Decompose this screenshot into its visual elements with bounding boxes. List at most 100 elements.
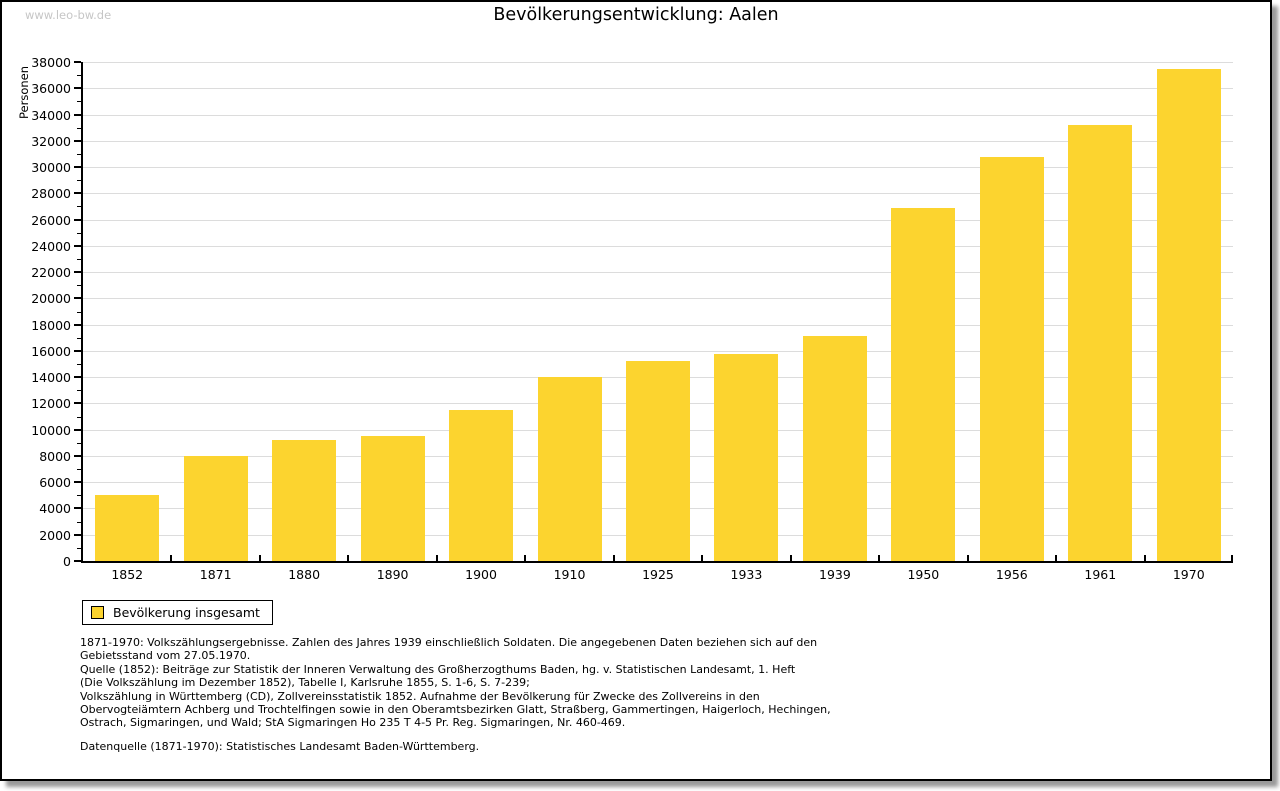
footnote-line: Ostrach, Sigmaringen, und Wald; StA Sigm…	[80, 716, 626, 730]
x-tick-label: 1900	[465, 567, 497, 582]
y-major-tick	[74, 560, 81, 562]
bar-1910	[537, 377, 602, 561]
bar-1900	[449, 410, 514, 561]
y-minor-tick	[77, 101, 81, 103]
y-tick-label: 38000	[31, 55, 71, 70]
y-major-tick	[74, 297, 81, 300]
legend-box: Bevölkerung insgesamt	[82, 600, 273, 625]
y-major-tick	[74, 454, 81, 457]
x-boundary-tick	[1143, 555, 1146, 561]
x-tick-label: 1939	[819, 567, 851, 582]
x-tick-label: 1890	[376, 567, 409, 582]
gridline	[83, 219, 1233, 221]
y-tick-label: 6000	[39, 475, 71, 491]
bar-1925	[626, 361, 690, 561]
bar-1852	[95, 495, 160, 561]
y-minor-tick	[77, 495, 81, 497]
x-tick-label: 1950	[907, 567, 940, 582]
footnote-line: Gebietsstand vom 27.05.1970.	[80, 649, 251, 663]
y-minor-tick	[77, 127, 81, 129]
y-major-tick	[74, 218, 81, 221]
x-tick-label: 1871	[199, 567, 232, 582]
chart-title: Bevölkerungsentwicklung: Aalen	[493, 5, 779, 25]
y-tick-label: 24000	[31, 238, 71, 254]
y-tick-label: 28000	[31, 186, 71, 202]
x-boundary-tick	[347, 555, 350, 561]
gridline	[83, 193, 1233, 195]
x-boundary-tick	[966, 555, 969, 561]
bar-1880	[272, 440, 337, 561]
y-tick-label: 32000	[31, 133, 71, 149]
y-tick-label: 12000	[31, 396, 71, 412]
y-minor-tick	[77, 469, 81, 471]
x-tick-label: 1910	[553, 567, 586, 582]
x-boundary-tick	[701, 555, 704, 561]
y-major-tick	[74, 271, 81, 274]
y-tick-label: 36000	[31, 81, 71, 97]
gridline	[83, 62, 1233, 63]
y-major-tick	[74, 402, 81, 405]
y-major-tick	[74, 507, 81, 510]
y-major-tick	[74, 192, 81, 195]
gridline	[83, 140, 1233, 142]
bar-1871	[183, 455, 248, 561]
footnote-line: Volkszählung in Württemberg (CD), Zollve…	[80, 689, 760, 703]
y-major-tick	[74, 481, 81, 484]
y-major-tick	[74, 349, 81, 352]
y-minor-tick	[77, 258, 81, 260]
y-minor-tick	[77, 547, 81, 549]
x-boundary-tick	[1055, 555, 1058, 561]
y-tick-label: 0	[63, 554, 71, 569]
y-minor-tick	[77, 416, 81, 418]
bar-1890	[360, 436, 425, 561]
y-minor-tick	[77, 75, 81, 77]
y-tick-label: 2000	[39, 527, 71, 543]
x-tick-label: 1956	[995, 567, 1028, 582]
footnote-line: (Die Volkszählung im Dezember 1852), Tab…	[80, 676, 530, 690]
plot-area: Personen 0 2000 4000 6000 8000 10000 12000 1400…	[17, 55, 1233, 582]
bar-1939	[802, 336, 867, 561]
x-boundary-tick	[1231, 555, 1233, 561]
y-major-tick	[74, 376, 81, 379]
x-tick-label: 1925	[642, 567, 674, 582]
x-tick-label: 1852	[111, 567, 144, 582]
y-major-tick	[74, 139, 81, 142]
x-tick-label: 1880	[288, 567, 321, 582]
footnote-line: Obervogteiämtern Achberg und Trochtelfin…	[80, 703, 831, 717]
y-tick-label: 16000	[31, 343, 71, 359]
bar-1970	[1156, 68, 1221, 561]
datasource-line: Datenquelle (1871-1970): Statistisches L…	[80, 740, 480, 753]
x-tick-label: 1933	[730, 567, 763, 582]
y-major-tick	[74, 428, 81, 431]
x-boundary-tick	[170, 555, 173, 561]
bar-1961	[1068, 125, 1133, 561]
y-major-tick	[74, 61, 81, 63]
y-minor-tick	[77, 311, 81, 313]
footnotes-block: 1871-1970: Volkszählungsergebnisse. Zahl…	[80, 636, 831, 730]
y-tick-label: 10000	[31, 422, 71, 438]
y-minor-tick	[77, 206, 81, 208]
gridline	[83, 272, 1233, 274]
gridline	[83, 350, 1233, 352]
footnote-line: Quelle (1852): Beiträge zur Statistik de…	[80, 662, 796, 676]
y-tick-label: 34000	[31, 107, 71, 123]
y-tick-label: 20000	[31, 291, 71, 307]
gridline	[83, 245, 1233, 247]
y-major-tick	[74, 533, 81, 536]
gridline	[83, 324, 1233, 326]
legend-swatch-icon	[91, 606, 104, 619]
bar-1950	[891, 207, 956, 561]
y-tick-label: 4000	[39, 501, 71, 517]
y-minor-tick	[77, 442, 81, 444]
y-minor-tick	[77, 521, 81, 523]
y-tick-label: 30000	[31, 160, 71, 176]
x-boundary-tick	[258, 555, 261, 561]
gridline	[83, 88, 1233, 90]
y-minor-tick	[77, 180, 81, 182]
x-boundary-tick	[612, 555, 615, 561]
y-minor-tick	[77, 153, 81, 155]
bar-1956	[979, 156, 1044, 561]
x-boundary-tick	[435, 555, 438, 561]
x-boundary-tick	[524, 555, 527, 561]
